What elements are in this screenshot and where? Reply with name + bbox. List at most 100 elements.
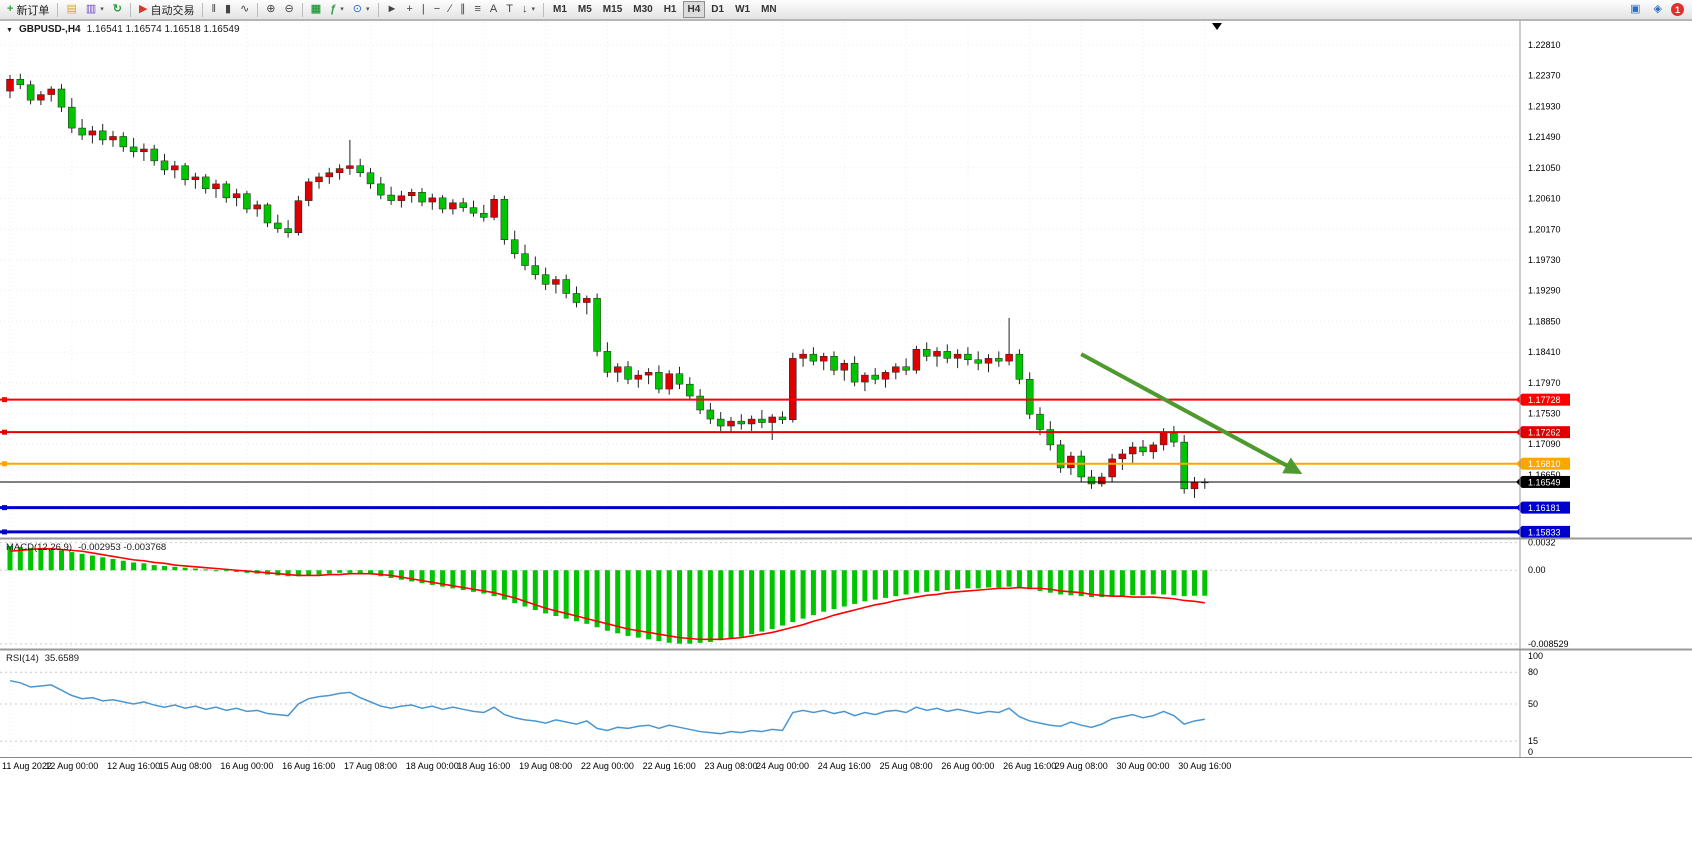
price-axis-label: 1.19730: [1528, 255, 1561, 265]
macd-histogram-bar: [182, 567, 188, 571]
macd-histogram-bar: [337, 570, 343, 573]
zoom-in-button[interactable]: ⊕: [262, 1, 279, 18]
news-button[interactable]: ▣: [1626, 1, 1644, 18]
time-axis-label: 24 Aug 16:00: [818, 761, 871, 771]
timeframe-w1-button[interactable]: W1: [730, 1, 755, 18]
fibonacci-button[interactable]: ≡: [470, 1, 484, 18]
macd-histogram-bar: [913, 570, 919, 593]
candlestick: [613, 366, 622, 373]
candlestick: [335, 168, 344, 173]
horizontal-line-button[interactable]: −: [430, 1, 444, 18]
text-button[interactable]: A: [486, 1, 501, 18]
macd-histogram-bar: [203, 569, 209, 571]
time-axis-label: 18 Aug 16:00: [457, 761, 510, 771]
macd-histogram-bar: [594, 570, 600, 628]
channel-button[interactable]: ∥: [456, 1, 470, 18]
macd-histogram-bar: [213, 570, 219, 572]
line-chart-button[interactable]: ∿: [236, 1, 253, 18]
price-tag-label: 1.15833: [1528, 527, 1561, 537]
timeframe-m5-button[interactable]: M5: [573, 1, 597, 18]
macd-histogram-bar: [728, 570, 734, 639]
charts-button[interactable]: ▤: [62, 1, 80, 18]
macd-histogram-bar: [234, 570, 240, 572]
toolbar-separator: [257, 2, 259, 17]
candlestick: [284, 228, 292, 233]
macd-histogram-bar: [69, 552, 75, 571]
timeframe-h4-button[interactable]: H4: [682, 1, 706, 18]
macd-histogram-bar: [316, 570, 322, 575]
crosshair-button[interactable]: +: [402, 1, 416, 18]
candlestick: [243, 193, 251, 210]
timeframe-mn-button[interactable]: MN: [756, 1, 782, 18]
line-handle[interactable]: [2, 529, 7, 535]
candlestick: [995, 358, 1003, 362]
line-handle[interactable]: [2, 397, 7, 403]
macd-histogram-bar: [749, 570, 755, 635]
profiles-button[interactable]: ▥ ▾: [82, 1, 108, 18]
new-order-button[interactable]: + 新订单: [3, 1, 53, 18]
macd-histogram-bar: [543, 570, 549, 614]
price-tag: [1522, 475, 1570, 488]
timeframe-d1-button[interactable]: D1: [706, 1, 729, 18]
charts-icon: ▤: [66, 3, 77, 15]
community-button[interactable]: ◈: [1650, 1, 1666, 18]
bar-chart-button[interactable]: ‖: [207, 1, 220, 18]
macd-histogram-bar: [996, 570, 1002, 588]
price-tag-label: 1.17262: [1528, 428, 1561, 438]
macd-histogram-bar: [852, 570, 858, 604]
trend-arrow[interactable]: [1080, 352, 1303, 474]
macd-histogram-bar: [1006, 570, 1012, 587]
candlestick: [1128, 446, 1137, 455]
macd-histogram-bar: [656, 570, 662, 642]
line-handle[interactable]: [2, 429, 7, 435]
candlestick-button[interactable]: ▮: [221, 1, 235, 18]
candlestick: [119, 136, 128, 148]
price-tag-pointer: [1516, 426, 1522, 439]
notification-badge[interactable]: 1: [1671, 3, 1684, 16]
vertical-line-button[interactable]: |: [418, 1, 429, 18]
text-label-button[interactable]: T: [502, 1, 517, 18]
candlestick: [438, 197, 447, 210]
candlestick: [541, 274, 550, 285]
timeframe-h1-button[interactable]: H1: [659, 1, 682, 18]
zoom-out-button[interactable]: ⊖: [281, 1, 298, 18]
macd-histogram-bar: [368, 570, 373, 575]
time-axis-label: 16 Aug 16:00: [282, 761, 335, 771]
trendline-button[interactable]: ∕: [445, 1, 455, 18]
candlestick: [953, 353, 962, 359]
candlestick: [737, 420, 746, 425]
macd-histogram-bar: [574, 570, 579, 622]
macd-histogram-bar: [1078, 570, 1084, 597]
community-icon: ◈: [1653, 3, 1662, 15]
candlestick: [1159, 432, 1168, 446]
cursor-button[interactable]: ►: [383, 1, 402, 18]
candlestick: [325, 172, 334, 178]
timeframe-m1-button[interactable]: M1: [548, 1, 572, 18]
candlestick: [943, 351, 952, 359]
macd-histogram-bar: [1140, 570, 1146, 596]
time-axis-label: 23 Aug 08:00: [704, 761, 757, 771]
candlestick: [809, 353, 818, 362]
candlestick: [6, 78, 14, 92]
refresh-button[interactable]: ↻: [109, 1, 126, 18]
macd-histogram-bar: [295, 570, 301, 577]
line-handle[interactable]: [2, 505, 7, 511]
candlestick: [377, 183, 385, 196]
time-axis-label: 12 Aug 16:00: [107, 761, 160, 771]
timeframe-m30-button[interactable]: M30: [628, 1, 657, 18]
line-handle[interactable]: [2, 461, 7, 467]
macd-histogram-bar: [872, 570, 878, 600]
macd-histogram-bar: [584, 570, 590, 624]
timeframe-m15-button[interactable]: M15: [598, 1, 627, 18]
period-button[interactable]: ⊙ ▾: [349, 1, 374, 18]
new-order-label: 新订单: [16, 4, 50, 17]
candlestick: [181, 165, 189, 180]
time-axis-label: 11 Aug 2022: [2, 761, 52, 771]
macd-histogram-bar: [1171, 570, 1177, 596]
arrows-button[interactable]: ↓ ▾: [518, 1, 539, 18]
autotrade-button[interactable]: ▶ 自动交易: [135, 1, 198, 18]
tile-windows-button[interactable]: ▦: [307, 1, 325, 18]
indicators-button[interactable]: ƒ ▾: [326, 1, 348, 18]
